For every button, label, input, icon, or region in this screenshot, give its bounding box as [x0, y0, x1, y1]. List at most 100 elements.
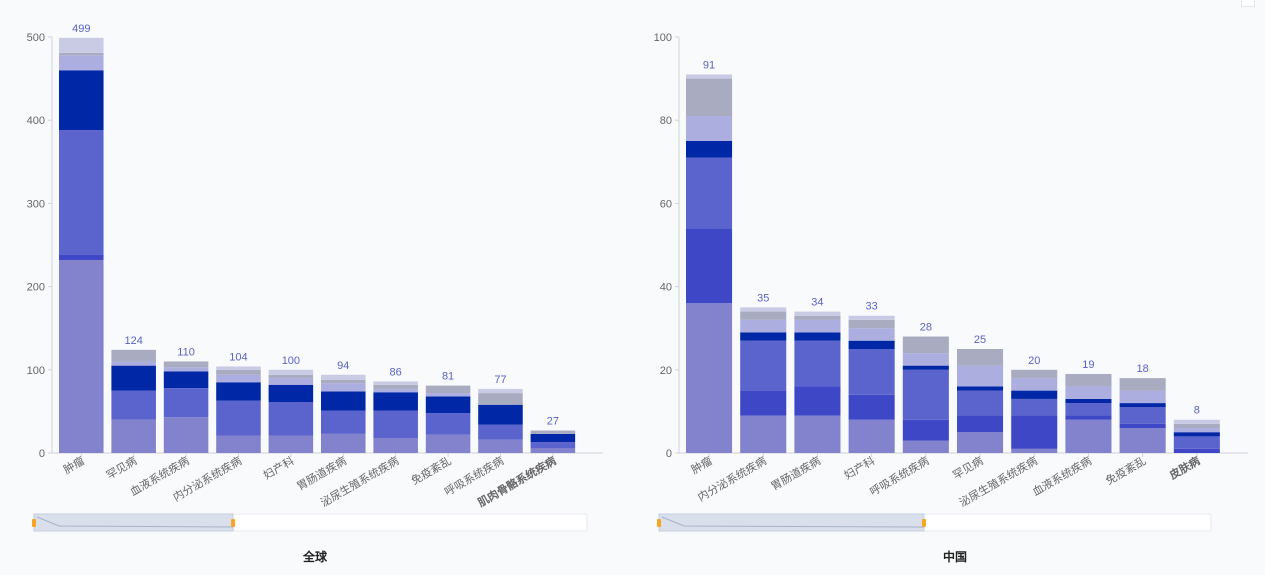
bar-segment[interactable]: [740, 340, 787, 391]
bar-segment[interactable]: [321, 374, 366, 380]
bar-segment[interactable]: [425, 385, 471, 394]
bar-segment[interactable]: [111, 361, 156, 366]
bar-segment[interactable]: [216, 400, 261, 436]
bar-segment[interactable]: [59, 259, 104, 453]
zoom-window[interactable]: [658, 513, 925, 532]
zoom-handle-end[interactable]: [231, 519, 236, 527]
bar-segment[interactable]: [1173, 419, 1220, 424]
bar-segment[interactable]: [373, 410, 418, 439]
bar-stack[interactable]: [268, 369, 314, 453]
bar-stack[interactable]: [740, 307, 787, 453]
bar-segment[interactable]: [686, 157, 733, 229]
bar-segment[interactable]: [848, 340, 895, 349]
bar-segment[interactable]: [268, 435, 314, 453]
bar-segment[interactable]: [902, 440, 949, 453]
bar-segment[interactable]: [111, 390, 156, 420]
bar-segment[interactable]: [478, 393, 523, 405]
bar-segment[interactable]: [59, 52, 104, 56]
bar-segment[interactable]: [957, 390, 1004, 416]
bar-segment[interactable]: [1011, 415, 1058, 449]
bar-segment[interactable]: [902, 353, 949, 366]
bar-segment[interactable]: [848, 349, 895, 395]
bar-segment[interactable]: [425, 434, 471, 453]
bar-segment[interactable]: [1119, 390, 1166, 404]
bar-segment[interactable]: [1065, 403, 1112, 416]
bar-segment[interactable]: [425, 396, 471, 414]
bar-segment[interactable]: [902, 336, 949, 354]
bar-stack[interactable]: [216, 366, 261, 453]
bar-segment[interactable]: [163, 388, 209, 418]
bar-segment[interactable]: [1119, 423, 1166, 429]
bar-segment[interactable]: [268, 384, 314, 403]
zoom-window[interactable]: [33, 513, 234, 532]
bar-segment[interactable]: [957, 415, 1004, 433]
zoom-handle-start[interactable]: [32, 519, 36, 527]
bar-stack[interactable]: [59, 37, 104, 453]
bar-segment[interactable]: [1065, 373, 1112, 387]
bar-stack[interactable]: [530, 430, 576, 453]
bar-segment[interactable]: [478, 439, 523, 453]
bar-segment[interactable]: [216, 374, 261, 383]
bar-segment[interactable]: [902, 419, 949, 441]
bar-segment[interactable]: [1173, 436, 1220, 449]
bar-segment[interactable]: [1119, 407, 1166, 424]
bar-segment[interactable]: [268, 402, 314, 436]
bar-segment[interactable]: [740, 332, 787, 341]
bar-segment[interactable]: [1119, 378, 1166, 391]
bar-segment[interactable]: [1119, 403, 1166, 408]
bar-stack[interactable]: [957, 349, 1004, 453]
bar-segment[interactable]: [425, 413, 471, 435]
bar-segment[interactable]: [1119, 428, 1166, 453]
bar-segment[interactable]: [530, 448, 576, 453]
bar-segment[interactable]: [848, 315, 895, 320]
bar-segment[interactable]: [740, 311, 787, 320]
bar-segment[interactable]: [794, 415, 841, 453]
zoom-handle-end[interactable]: [921, 519, 926, 527]
bar-segment[interactable]: [268, 378, 314, 385]
bar-segment[interactable]: [1011, 448, 1058, 453]
bar-segment[interactable]: [373, 438, 418, 453]
bar-segment[interactable]: [425, 393, 471, 397]
bar-segment[interactable]: [163, 361, 209, 368]
bar-segment[interactable]: [111, 349, 156, 362]
bar-segment[interactable]: [686, 228, 733, 304]
bar-segment[interactable]: [163, 367, 209, 372]
bar-segment[interactable]: [373, 392, 418, 411]
bar-segment[interactable]: [321, 410, 366, 434]
bar-segment[interactable]: [957, 386, 1004, 391]
bar-segment[interactable]: [321, 383, 366, 392]
bar-stack[interactable]: [163, 361, 209, 453]
bar-segment[interactable]: [794, 332, 841, 341]
bar-segment[interactable]: [957, 365, 1004, 387]
bar-segment[interactable]: [740, 307, 787, 312]
bar-stack[interactable]: [478, 388, 523, 453]
data-zoom-slider[interactable]: [32, 513, 588, 532]
bar-segment[interactable]: [848, 394, 895, 420]
bar-segment[interactable]: [59, 55, 104, 71]
bar-segment[interactable]: [59, 254, 104, 260]
bar-segment[interactable]: [321, 379, 366, 384]
bar-segment[interactable]: [740, 319, 787, 333]
bar-segment[interactable]: [740, 390, 787, 416]
bar-segment[interactable]: [686, 141, 733, 158]
bar-segment[interactable]: [740, 415, 787, 453]
bar-segment[interactable]: [1011, 369, 1058, 379]
bar-segment[interactable]: [530, 442, 576, 449]
bar-segment[interactable]: [902, 369, 949, 420]
bar-segment[interactable]: [268, 374, 314, 379]
bar-segment[interactable]: [478, 388, 523, 394]
bar-segment[interactable]: [163, 417, 209, 453]
bar-segment[interactable]: [1011, 390, 1058, 399]
bar-segment[interactable]: [216, 369, 261, 375]
bar-stack[interactable]: [111, 349, 156, 453]
bar-stack[interactable]: [425, 385, 471, 453]
bar-segment[interactable]: [1011, 398, 1058, 416]
bar-segment[interactable]: [1065, 386, 1112, 399]
bar-segment[interactable]: [1173, 448, 1220, 453]
bar-segment[interactable]: [268, 369, 314, 375]
bar-segment[interactable]: [321, 391, 366, 411]
bar-stack[interactable]: [1065, 373, 1112, 453]
bar-segment[interactable]: [59, 130, 104, 255]
bar-stack[interactable]: [1173, 419, 1220, 453]
bar-segment[interactable]: [321, 433, 366, 453]
